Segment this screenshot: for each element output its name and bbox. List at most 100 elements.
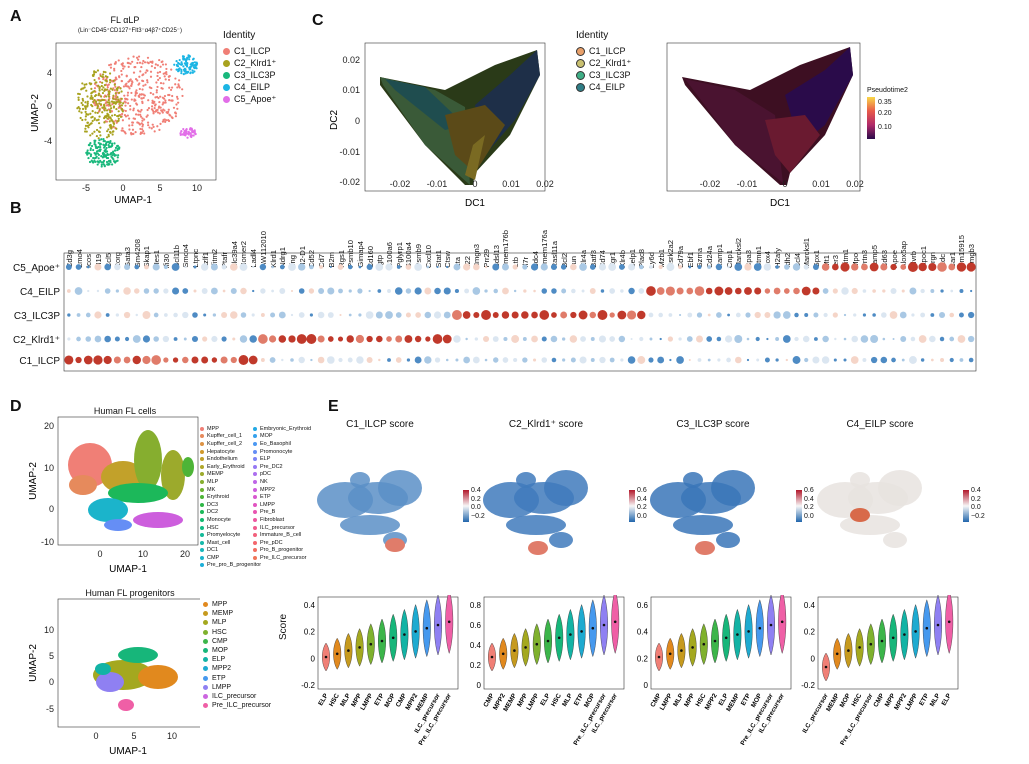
legend-swatch: [200, 426, 204, 431]
umap-point: [181, 133, 184, 136]
dotplot-dot: [493, 288, 498, 294]
umap-point: [143, 61, 147, 64]
d-top-xtick: 10: [138, 549, 148, 559]
panel-a-umap: -5 0 5 10 4 0 -4 UMAP-1 UMAP-2: [30, 42, 217, 205]
umap-point: [114, 161, 117, 164]
dotplot-dot: [812, 287, 820, 295]
dotplot-dot: [521, 311, 529, 319]
dotplot-dot: [541, 357, 548, 363]
dotplot-dot: [65, 264, 72, 270]
umap-point: [112, 125, 115, 128]
feature-blob: [840, 515, 900, 535]
dotplot-dot: [434, 357, 441, 363]
dotplot-dot: [560, 311, 568, 319]
umap-point: [149, 75, 153, 78]
umap-point: [164, 101, 167, 104]
dotplot-dot: [803, 264, 809, 270]
umap-point: [120, 97, 123, 100]
legend-item: MEMP: [200, 471, 261, 479]
umap-point: [126, 114, 129, 117]
dotplot-dot: [822, 335, 829, 343]
dotplot-dot: [882, 337, 886, 341]
umap-point: [124, 132, 127, 135]
dotplot-dot: [151, 355, 162, 365]
dotplot-dot: [540, 263, 548, 271]
dotplot-dot: [918, 262, 927, 272]
dotplot-dot: [669, 358, 672, 362]
dotplot-dot: [949, 312, 955, 318]
umap-point: [120, 69, 123, 73]
umap-point: [80, 101, 83, 105]
umap-point: [99, 146, 102, 149]
dotplot-dot: [446, 265, 449, 269]
legend-item: Promyelocyte: [200, 531, 261, 539]
umap-point: [187, 54, 190, 57]
dotplot-dot: [513, 357, 518, 363]
dotplot-dot: [424, 287, 432, 295]
legend-item: MEMP: [203, 609, 271, 618]
umap-point: [139, 113, 142, 116]
dotplot-dot: [134, 288, 140, 294]
dotplot-dot: [734, 335, 743, 343]
feature-blob: [716, 532, 740, 548]
umap-point: [106, 86, 109, 89]
dotplot-dot: [872, 289, 876, 293]
dc-xtick: 0.01: [502, 179, 520, 189]
dotplot-dot: [239, 335, 248, 343]
dotplot-dot: [746, 358, 750, 362]
dotplot-dot: [279, 264, 285, 270]
legend-swatch: [203, 602, 208, 608]
legend-item: Pre_B: [253, 509, 311, 517]
colorbar-tick: −0.2: [471, 512, 485, 520]
umap-point: [94, 146, 98, 149]
legend-item: Kupffer_cell_1: [200, 433, 261, 441]
dotplot-dot: [337, 336, 344, 342]
umap-point: [113, 113, 116, 117]
dotplot-dot: [472, 287, 481, 295]
dotplot-dot: [258, 334, 268, 344]
umap-point: [137, 113, 140, 116]
dotplot-dot: [211, 357, 218, 363]
dotplot-dot: [203, 313, 207, 317]
umap-point: [139, 70, 142, 73]
umap-point: [142, 73, 145, 76]
dotplot-dot: [724, 335, 733, 343]
legend-item: Endothelium: [200, 455, 261, 463]
umap-point: [153, 107, 156, 110]
dotplot-dot: [908, 356, 917, 364]
umap-point: [160, 60, 163, 64]
umap-point: [184, 134, 187, 137]
legend-item: MOP: [253, 433, 311, 441]
dotplot-dot: [609, 357, 615, 363]
dc-ylabel: DC2: [329, 110, 340, 130]
dotplot-dot: [792, 263, 801, 271]
dotplot-dot: [484, 358, 488, 362]
dotplot-dot: [782, 311, 791, 319]
umap-point: [153, 104, 157, 107]
umap-point: [112, 102, 115, 105]
umap-point: [97, 141, 100, 145]
dotplot-dot: [260, 288, 266, 294]
umap-point: [130, 98, 133, 101]
dotplot-dot: [562, 358, 566, 362]
umap-point: [113, 67, 116, 70]
umap-point: [158, 112, 161, 115]
umap-point: [129, 108, 132, 111]
dotplot-dot: [511, 311, 519, 319]
legend-swatch: [223, 59, 230, 67]
umap-point: [132, 55, 135, 58]
violin-category-label: MPP2: [704, 692, 719, 711]
umap-point: [132, 107, 135, 110]
dotplot-dot: [74, 287, 83, 295]
umap-point: [158, 58, 161, 62]
umap-point: [101, 75, 104, 78]
dotplot-dot: [210, 287, 218, 295]
dotplot-dot: [959, 358, 964, 362]
umap-point: [161, 120, 165, 123]
umap-point: [91, 97, 94, 100]
umap-point: [91, 109, 94, 113]
umap-point: [107, 153, 110, 156]
umap-point: [93, 94, 97, 98]
umap-point: [180, 130, 183, 133]
panel-e-ylabel: Score: [278, 613, 289, 640]
